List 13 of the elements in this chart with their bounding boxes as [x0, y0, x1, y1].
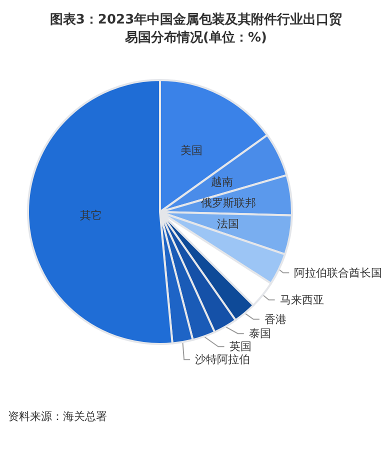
slice-label: 香港 [264, 312, 286, 326]
slice-label: 美国 [180, 144, 203, 158]
slice-label: 越南 [211, 175, 234, 188]
slice-label: 沙特阿拉伯 [195, 353, 250, 366]
slice-label: 法国 [216, 218, 239, 231]
text: 资料来源：海关总署 [8, 410, 107, 423]
slice-label: 英国 [229, 340, 252, 354]
slice-label: 俄罗斯联邦 [200, 196, 256, 210]
slice-label: 马来西亚 [280, 293, 324, 306]
slice-label: 阿拉伯联合酋长国 [294, 266, 382, 280]
chart-title: 图表3：2023年中国金属包装及其附件行业出口贸易国分布情况(单位：%) [50, 12, 342, 46]
slice-label: 泰国 [248, 327, 271, 340]
slice-label: 其它 [80, 208, 102, 222]
